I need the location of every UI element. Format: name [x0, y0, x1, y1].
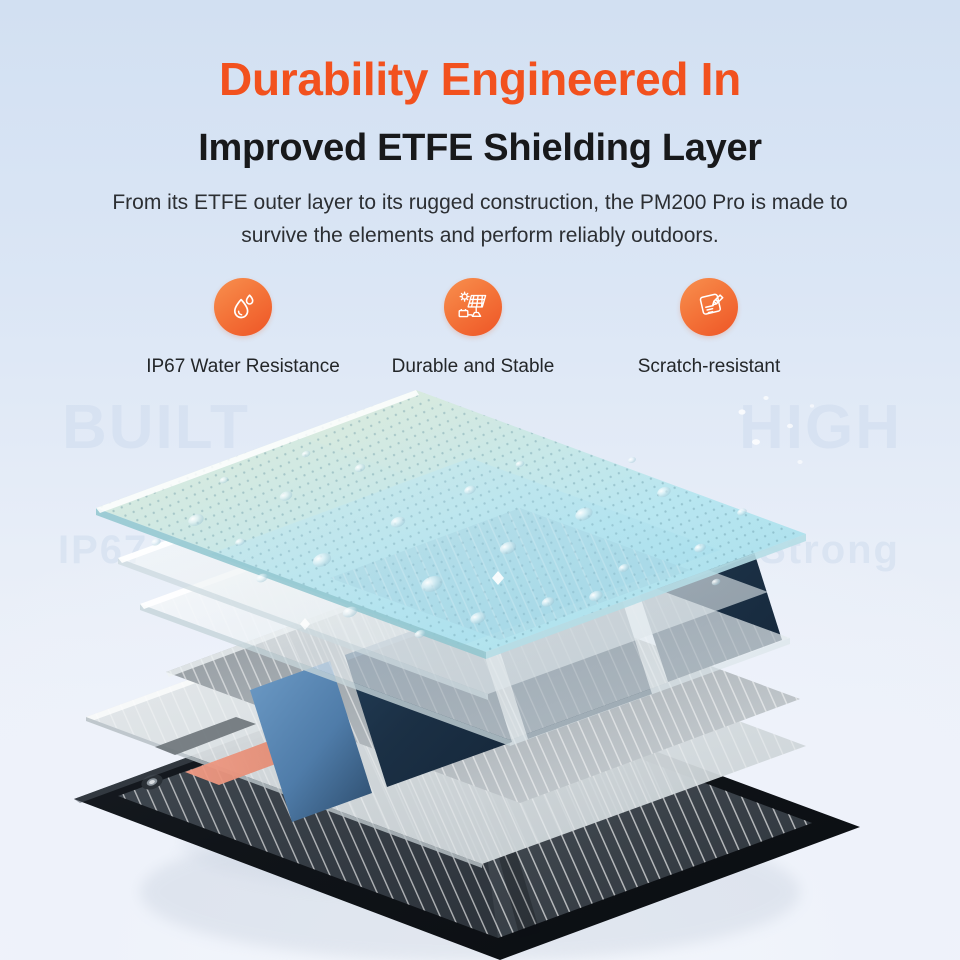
feature-item-durable-stable: Durable and Stable: [363, 278, 583, 378]
water-drop-icon: [226, 290, 260, 324]
feature-row: IP67 Water Resistance: [0, 278, 960, 388]
page-title: Durability Engineered In: [219, 53, 741, 105]
page-subtitle: Improved ETFE Shielding Layer: [198, 127, 762, 169]
exploded-layer-illustration: [0, 372, 960, 960]
feature-icon-badge: [444, 278, 502, 336]
description-paragraph: From its ETFE outer layer to its rugged …: [112, 191, 848, 247]
feature-icon-badge: [680, 278, 738, 336]
feature-label: Scratch-resistant: [637, 356, 781, 377]
feature-icon-badge: [214, 278, 272, 336]
etfe-shielding-layer: [96, 390, 815, 659]
feature-label: Durable and Stable: [391, 356, 555, 377]
feature-label: IP67 Water Resistance: [146, 356, 340, 377]
feature-item-scratch-resistant: Scratch-resistant: [599, 278, 819, 378]
water-droplets: [151, 396, 815, 639]
feature-item-water-resistance: IP67 Water Resistance: [133, 278, 353, 378]
scratch-resistant-icon: [691, 289, 727, 325]
solar-panel-icon: [455, 289, 491, 325]
